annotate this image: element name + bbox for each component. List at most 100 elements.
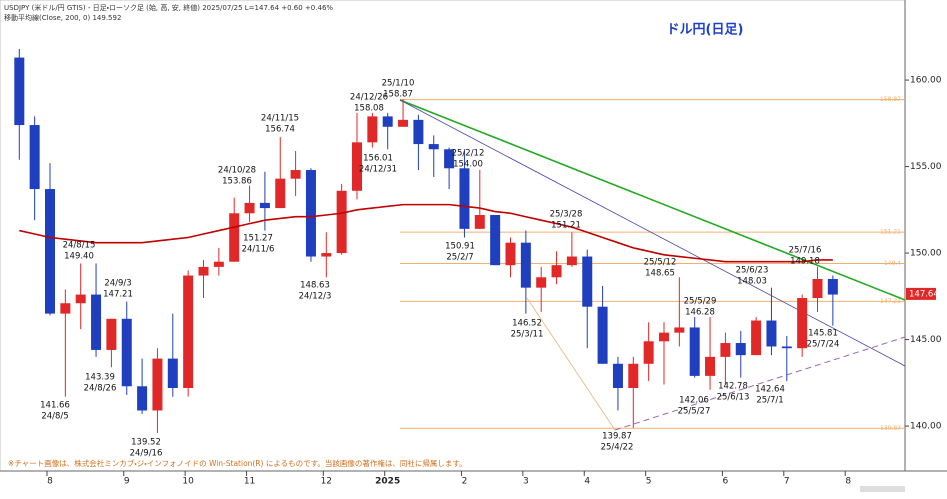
- annotation: 25/3/11: [511, 330, 544, 340]
- candle-body: [213, 261, 224, 267]
- x-tick-label: 8: [845, 477, 851, 487]
- candle-body: [121, 318, 132, 387]
- annotation: 148.65: [645, 269, 675, 279]
- level-label: 147.21: [880, 298, 901, 305]
- annotation: 149.40: [64, 252, 94, 262]
- candle-body: [659, 332, 669, 342]
- candle-body: [812, 279, 823, 299]
- candle-body: [29, 125, 40, 190]
- annotation: 24/9/16: [130, 449, 163, 459]
- annotation: 25/3/28: [550, 210, 583, 220]
- candle-body: [275, 178, 286, 209]
- candle-body: [597, 306, 608, 364]
- annotation: 158.87: [383, 90, 413, 100]
- last-price: 147.64: [909, 289, 939, 299]
- x-tick-label: 10: [182, 477, 194, 487]
- candle-body: [459, 168, 470, 229]
- annotation: 149.18: [790, 257, 820, 267]
- candle-body: [490, 215, 501, 266]
- annotation: 24/12/26: [350, 93, 388, 103]
- level-label: 139.87: [880, 425, 901, 432]
- annotation: 25/7/24: [807, 340, 840, 350]
- annotation: 25/5/29: [684, 297, 717, 307]
- candle-body: [382, 116, 393, 127]
- y-tick-label: 160.00: [910, 76, 942, 86]
- candle-body: [781, 346, 792, 349]
- x-tick-label: 11: [244, 477, 255, 487]
- candle-body: [705, 356, 716, 376]
- annotation: 25/4/22: [601, 443, 634, 453]
- x-tick-label: 5: [646, 477, 652, 487]
- scrollbar[interactable]: [860, 486, 905, 492]
- candle-body: [566, 256, 577, 266]
- candle-body: [520, 242, 531, 288]
- annotation: 24/9/3: [104, 279, 131, 289]
- annotation: 148.03: [737, 277, 767, 287]
- candle-body: [244, 202, 255, 214]
- last-price-box: [906, 287, 936, 300]
- annotation: 24/12/3: [299, 292, 332, 302]
- annotation: 145.81: [808, 329, 838, 339]
- candle-body: [628, 363, 639, 388]
- under-layer: 158.87 151.21 149.4 147.21 139.87: [400, 96, 905, 432]
- annotation: 139.87: [602, 432, 632, 442]
- annotation: 25/7/1: [756, 396, 783, 406]
- annotation: 148.63: [300, 281, 330, 291]
- trend-line: [399, 99, 906, 301]
- candle-body: [352, 142, 362, 191]
- note: ※チャート画像は、株式会社ミンカブ・ジ・インフォノイドの Win-Station…: [8, 458, 467, 468]
- annotation: 146.28: [685, 308, 715, 318]
- annotation: 156.01: [363, 154, 393, 164]
- plot-frame: [0, 0, 906, 472]
- annotation: 24/8/5: [41, 412, 68, 422]
- annotation: 25/5/12: [644, 258, 677, 268]
- candle-body: [290, 170, 301, 179]
- candle-body: [720, 343, 731, 357]
- annotation: 25/6/13: [717, 393, 750, 403]
- annotation: 24/12/31: [359, 165, 397, 175]
- candle-body: [551, 265, 562, 278]
- annotation: 141.66: [40, 401, 70, 411]
- x-tick-label: 8: [47, 477, 53, 487]
- candle-body: [674, 327, 685, 333]
- candle-body: [198, 266, 209, 276]
- x-tick-label: 3: [523, 477, 529, 487]
- annotation: 151.21: [551, 221, 581, 231]
- level-label: 151.21: [880, 229, 901, 236]
- annotation: 25/6/23: [736, 266, 769, 276]
- x-tick-label: 12: [321, 477, 332, 487]
- annotation: 25/2/7: [446, 253, 473, 263]
- annotation: 146.52: [512, 319, 542, 329]
- x-tick-label: 2: [462, 477, 468, 487]
- y-tick-label: 150.00: [910, 249, 942, 259]
- annotation: 147.21: [103, 290, 133, 300]
- annotation: 153.86: [222, 177, 252, 187]
- candle-body: [229, 213, 240, 262]
- y-tick-label: 140.00: [910, 422, 942, 432]
- level-label: 149.4: [884, 260, 901, 267]
- annotation: 25/5/27: [678, 407, 711, 417]
- x-tick-label: 2025: [375, 477, 400, 487]
- candle-body: [183, 275, 194, 388]
- candle-body: [582, 256, 593, 307]
- annotation: 25/1/10: [382, 79, 415, 89]
- candle-body: [474, 215, 485, 229]
- trend-line: [526, 297, 616, 431]
- annotation: 24/8/26: [84, 384, 117, 394]
- annotation: 156.74: [265, 125, 295, 135]
- candle-body: [259, 202, 270, 209]
- y-tick-label: 145.00: [910, 335, 942, 345]
- candle-body: [367, 116, 378, 143]
- annotation: 142.06: [679, 396, 709, 406]
- candle-body: [612, 363, 623, 388]
- candle-body: [167, 358, 178, 388]
- candle-body: [137, 386, 148, 411]
- annotation: 24/11/6: [242, 245, 275, 255]
- x-tick-label: 7: [784, 477, 790, 487]
- candle-body: [413, 119, 424, 145]
- candle-body: [827, 279, 838, 295]
- candle-body: [735, 343, 746, 356]
- annotation: 154.00: [453, 160, 483, 170]
- candle-body: [766, 320, 777, 347]
